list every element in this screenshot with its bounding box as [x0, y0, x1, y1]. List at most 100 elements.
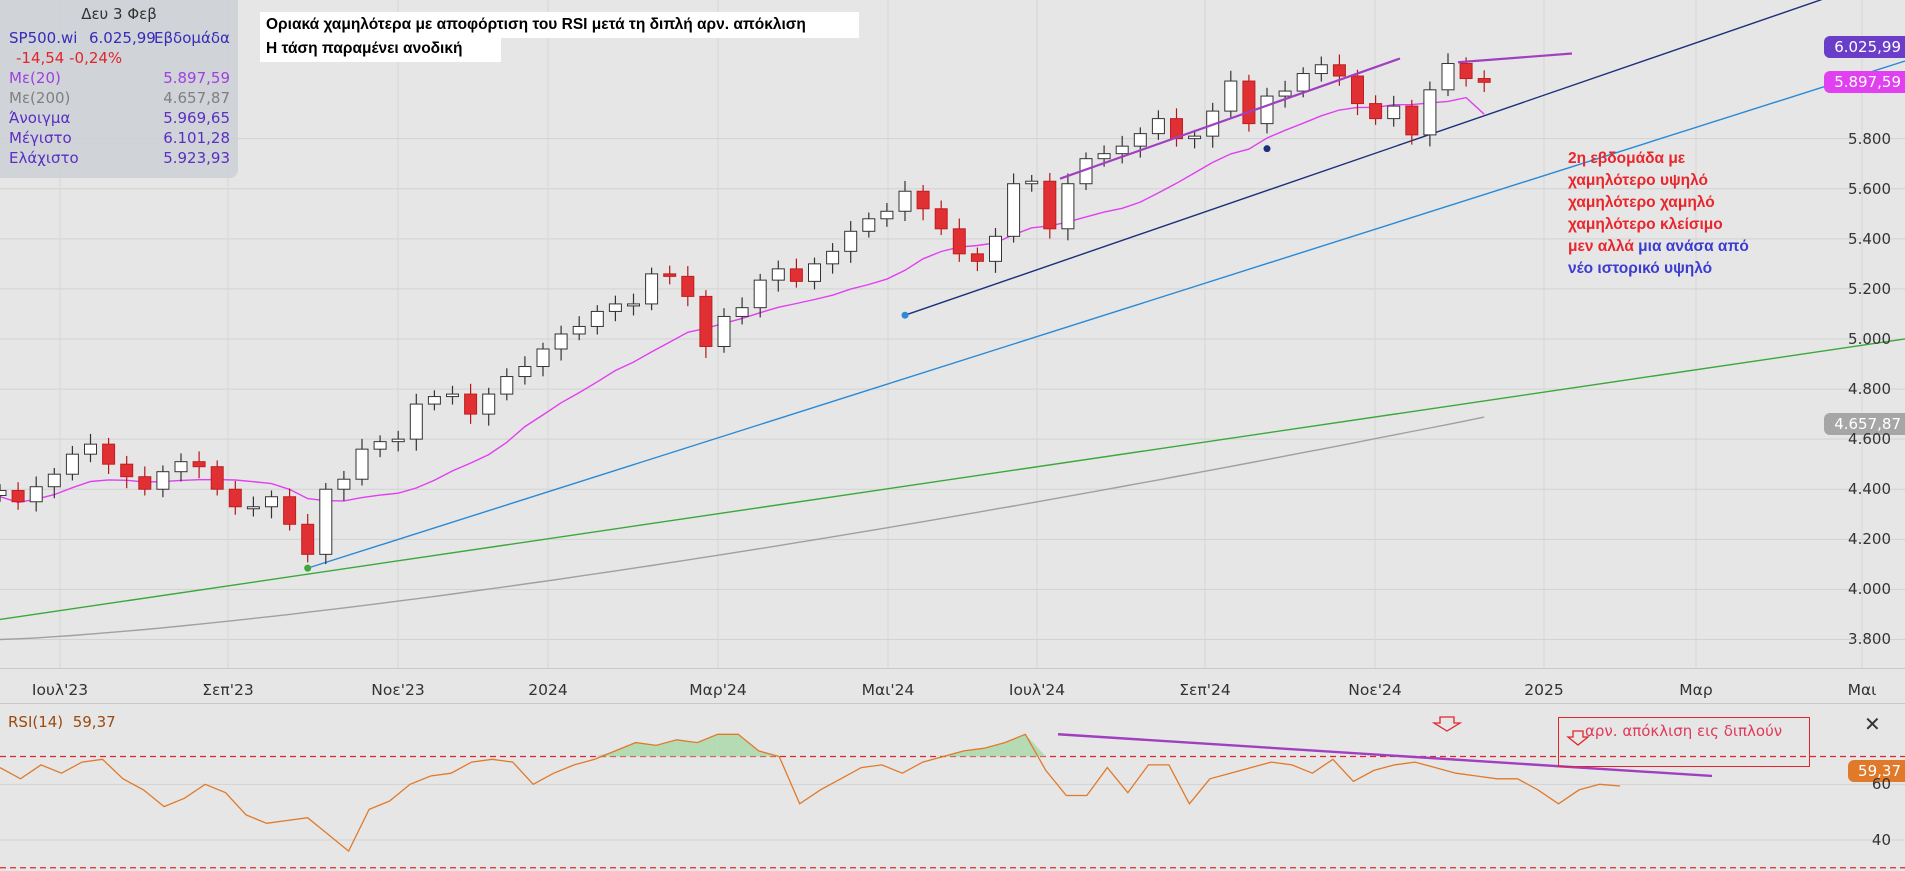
candle-body	[482, 393, 496, 415]
candle-body	[1097, 153, 1111, 160]
price-tick-label: 4.800	[1848, 380, 1891, 399]
info-row: Με(200) 4.657,87	[9, 88, 230, 108]
price-tick-label: 4.000	[1848, 580, 1891, 599]
annot-line-1: 2η εβδομάδα με	[1568, 150, 1686, 167]
green-trendline	[0, 338, 1905, 621]
rsi-note-box: αρν. απόκλιση εις διπλούν	[1558, 717, 1810, 767]
candle-body	[952, 228, 966, 255]
price-divergence-line	[1059, 57, 1401, 180]
annot-red-part: μεν αλλά	[1568, 238, 1634, 255]
candle-body	[301, 523, 315, 555]
candle-body	[735, 307, 749, 317]
candle-body	[518, 366, 532, 378]
candle-body	[1441, 63, 1455, 91]
candle-body	[934, 208, 948, 230]
candle-body	[645, 273, 659, 305]
candle-body	[464, 393, 478, 415]
candle-body	[1242, 80, 1256, 125]
time-tick-label: 2024	[528, 681, 568, 699]
info-row-label: Άνοιγμα	[9, 109, 71, 127]
price-tick-label: 4.600	[1848, 430, 1891, 449]
price-tick-label: 5.000	[1848, 329, 1891, 348]
rsi-overbought-fill	[1004, 734, 1026, 757]
candle-body	[409, 403, 423, 440]
candle-body	[228, 488, 242, 508]
candle-body	[898, 190, 912, 212]
time-tick-label: Μαρ	[1679, 681, 1713, 699]
price-tick-label: 3.800	[1848, 630, 1891, 649]
price-tick-label: 5.400	[1848, 229, 1891, 248]
rsi-overbought-fill	[635, 742, 657, 757]
candle-body	[265, 496, 278, 508]
candle-body	[446, 393, 459, 398]
candle-body	[1061, 183, 1075, 230]
price-tick-label: 4.200	[1848, 530, 1891, 549]
time-tick-label: Νοε'24	[1348, 681, 1402, 699]
candle-body	[283, 496, 297, 525]
info-timeframe: Εβδομάδα	[154, 29, 230, 47]
rsi-overbought-fill	[717, 734, 739, 757]
info-row-value: 4.657,87	[163, 89, 230, 107]
candle-body	[771, 268, 785, 281]
candle-body	[627, 303, 640, 307]
price-tick-label: 5.200	[1848, 279, 1891, 298]
candle-body	[572, 325, 586, 335]
annot-line-2: χαμηλότερο υψηλό	[1568, 172, 1709, 189]
price-tick-label: 4.400	[1848, 480, 1891, 499]
info-row: Με(20) 5.897,59	[9, 68, 230, 88]
rsi-overbought-fill	[656, 739, 677, 757]
info-row-label: Με(20)	[9, 69, 61, 87]
last-price-tag: 6.025,99	[1824, 36, 1905, 58]
candle-body	[65, 453, 79, 475]
annot-line-4: χαμηλότερο κλείσιμο	[1568, 216, 1723, 233]
info-change: -14,54 -0,24%	[16, 49, 123, 67]
candle-body	[970, 253, 984, 262]
rsi-tick-label: 40	[1871, 830, 1891, 849]
candle-body	[989, 235, 1002, 262]
candle-body	[1314, 64, 1328, 75]
ma200-price-tag: 4.657,87	[1824, 413, 1905, 435]
candle-body	[1351, 75, 1364, 105]
info-date: Δευ 3 Φεβ	[81, 5, 157, 23]
candle-body	[808, 263, 821, 282]
candle-body	[373, 441, 387, 450]
candle-body	[1188, 135, 1202, 140]
note-line-1: Οριακά χαμηλότερα με αποφόρτιση του RSI …	[260, 12, 859, 38]
rsi-overbought-fill	[615, 742, 636, 757]
info-row-value: 5.897,59	[163, 69, 230, 87]
down-arrow-icon	[1431, 716, 1463, 732]
time-tick-label: Ιουλ'24	[1008, 681, 1066, 699]
candle-body	[1025, 180, 1039, 185]
rsi-overbought-fill	[676, 739, 698, 757]
ma20-price-tag: 5.897,59	[1824, 71, 1905, 93]
time-tick-label: Μαι'24	[861, 681, 915, 699]
rsi-divergence-line	[1057, 733, 1713, 778]
candle-body	[29, 486, 43, 503]
annot-line-5: μεν αλλά μια ανάσα από	[1568, 236, 1749, 258]
rsi-value-tag: 59,37	[1848, 760, 1905, 782]
rsi-overbought-fill	[1025, 734, 1046, 757]
candle-body	[753, 279, 767, 309]
close-indicator-icon[interactable]: ✕	[1864, 712, 1881, 736]
symbol-info-panel: Δευ 3 Φεβ SP500.wi 6.025,99 Εβδομάδα -14…	[0, 0, 238, 178]
candle-body	[536, 348, 550, 368]
time-tick-label: Σεπ'23	[202, 681, 254, 699]
candle-body	[1260, 95, 1274, 125]
time-tick-label: Νοε'23	[371, 681, 425, 699]
blue-trendline	[307, 60, 1905, 569]
candle-body	[1115, 145, 1129, 155]
price-tick-label: 5.800	[1848, 129, 1891, 148]
rsi-name: RSI(14)	[8, 713, 64, 731]
info-row: Ελάχιστο 5.923,93	[9, 148, 230, 168]
time-tick-label: Σεπ'24	[1179, 681, 1231, 699]
candle-body	[47, 473, 61, 488]
down-arrow-icon	[1566, 730, 1590, 746]
pivot-marker	[1263, 145, 1271, 153]
candle-body	[102, 443, 116, 465]
candle-body	[391, 438, 405, 443]
time-tick-label: Ιουλ'23	[31, 681, 89, 699]
info-row: Άνοιγμα 5.969,65	[9, 108, 230, 128]
candle-body	[1369, 103, 1383, 120]
time-tick-label: Μαι	[1847, 681, 1877, 699]
